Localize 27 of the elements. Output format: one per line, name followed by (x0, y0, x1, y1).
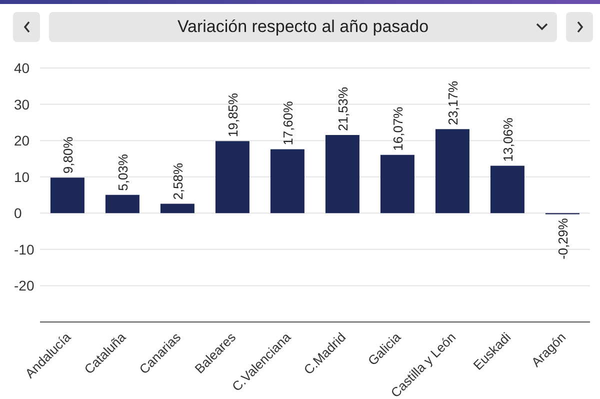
bar (325, 135, 360, 214)
bar (270, 149, 304, 214)
bar (435, 129, 470, 214)
y-tick-label: -10 (14, 241, 34, 258)
y-tick-label: -20 (14, 278, 34, 294)
bar (490, 166, 524, 214)
y-tick-label: 0 (14, 205, 22, 222)
chart-title: Variación respecto al año pasado (177, 17, 429, 37)
data-label: 19,85% (225, 92, 240, 138)
data-label: 16,07% (390, 106, 406, 151)
bar (380, 154, 414, 214)
data-label: 2,58% (170, 162, 186, 200)
data-label: -0,29% (555, 218, 570, 260)
y-tick-label: 30 (14, 96, 30, 112)
y-tick-label: 10 (14, 168, 30, 185)
data-label: 21,53% (335, 86, 350, 132)
bar (50, 178, 84, 214)
data-label: 5,03% (115, 154, 130, 191)
bar (215, 141, 250, 214)
y-tick-label: 40 (14, 60, 30, 76)
bar (105, 194, 140, 214)
y-tick-label: 20 (14, 132, 30, 149)
data-label: 13,06% (500, 117, 516, 162)
data-label: 9,80% (60, 136, 76, 174)
data-label: 23,17% (445, 80, 460, 126)
data-label: 17,60% (280, 100, 296, 146)
bar (160, 204, 194, 214)
